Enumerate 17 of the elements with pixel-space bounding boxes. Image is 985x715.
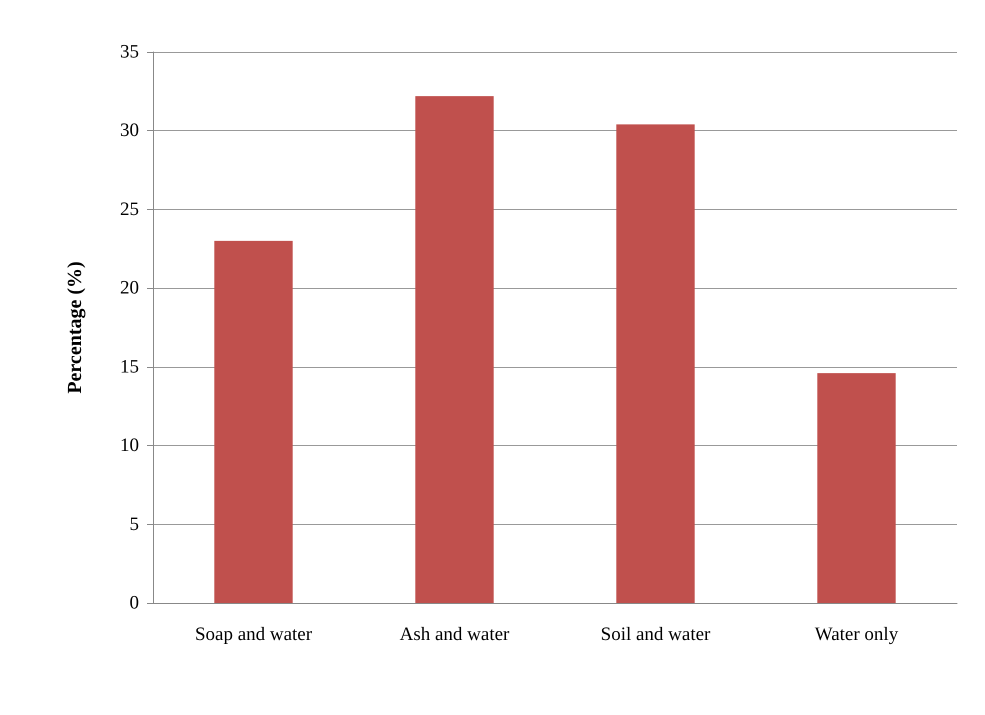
x-tick-label: Ash and water	[400, 624, 510, 645]
y-tick-label: 5	[130, 514, 139, 535]
y-tick-label: 35	[120, 42, 139, 62]
y-axis-title: Percentage (%)	[64, 261, 86, 394]
x-tick-label: Soil and water	[600, 624, 712, 645]
y-tick-label: 0	[130, 592, 139, 614]
x-tick-label: Water only	[814, 624, 899, 645]
y-tick-label: 30	[120, 120, 139, 142]
y-tick-label: 25	[120, 198, 139, 220]
bar	[214, 240, 293, 603]
bar	[415, 96, 494, 603]
y-tick-label: 15	[120, 356, 139, 378]
x-tick-label: Soap and water	[194, 624, 313, 645]
bar	[616, 124, 695, 603]
bar	[817, 373, 896, 603]
y-tick-label: 10	[120, 435, 139, 456]
y-tick-label: 20	[120, 278, 139, 299]
